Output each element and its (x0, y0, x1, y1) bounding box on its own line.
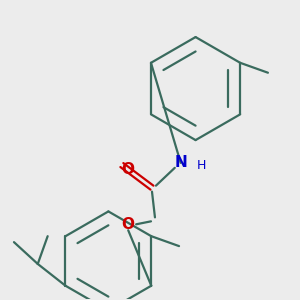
Text: O: O (122, 162, 135, 177)
Text: O: O (122, 217, 135, 232)
Text: H: H (196, 159, 206, 172)
Text: N: N (174, 155, 187, 170)
